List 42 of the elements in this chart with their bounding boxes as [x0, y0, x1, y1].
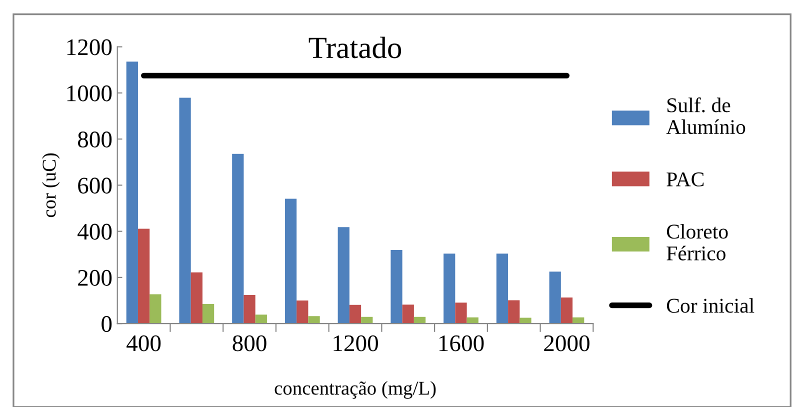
bar [255, 314, 267, 324]
bar [202, 304, 214, 324]
y-tick-label: 800 [78, 132, 112, 148]
x-tick-label: 2000 [544, 335, 590, 352]
bar [402, 304, 414, 324]
bar [244, 294, 256, 324]
bar [338, 227, 350, 324]
bar [126, 62, 138, 324]
y-tick-label: 400 [78, 224, 112, 240]
bar [349, 304, 362, 324]
bar [390, 250, 402, 324]
legend-label: Sulf. de Alumínio [666, 97, 746, 134]
bar [308, 316, 320, 324]
y-axis-title: cor (uC) [42, 153, 60, 218]
y-tick-label: 600 [78, 178, 112, 194]
x-axis-title: concentração (mg/L) [274, 381, 436, 399]
bar [508, 300, 520, 324]
bar [296, 300, 308, 324]
legend-label: Cloreto Férrico [666, 224, 728, 260]
bar [496, 254, 508, 324]
chart-title: Tratado [308, 36, 402, 58]
legend-label: PAC [666, 172, 704, 186]
bar [520, 318, 532, 324]
y-tick-label: 1200 [67, 39, 112, 56]
y-tick-label: 1000 [67, 85, 112, 102]
x-tick-label: 1200 [334, 335, 378, 352]
bar [138, 228, 150, 324]
x-tick-label: 1600 [439, 335, 484, 352]
bar [232, 154, 244, 324]
bar [549, 272, 561, 324]
bar [560, 298, 573, 324]
bar [284, 198, 297, 324]
x-tick-label: 800 [232, 335, 266, 352]
bar [150, 294, 162, 324]
bar [179, 98, 191, 324]
legend-label: Cor inicial [666, 298, 754, 313]
bar [444, 254, 456, 324]
y-tick-label: 200 [78, 270, 112, 286]
y-tick-label: 0 [102, 316, 112, 332]
bar [455, 302, 467, 324]
bar [190, 272, 202, 324]
x-tick-label: 400 [126, 335, 161, 352]
